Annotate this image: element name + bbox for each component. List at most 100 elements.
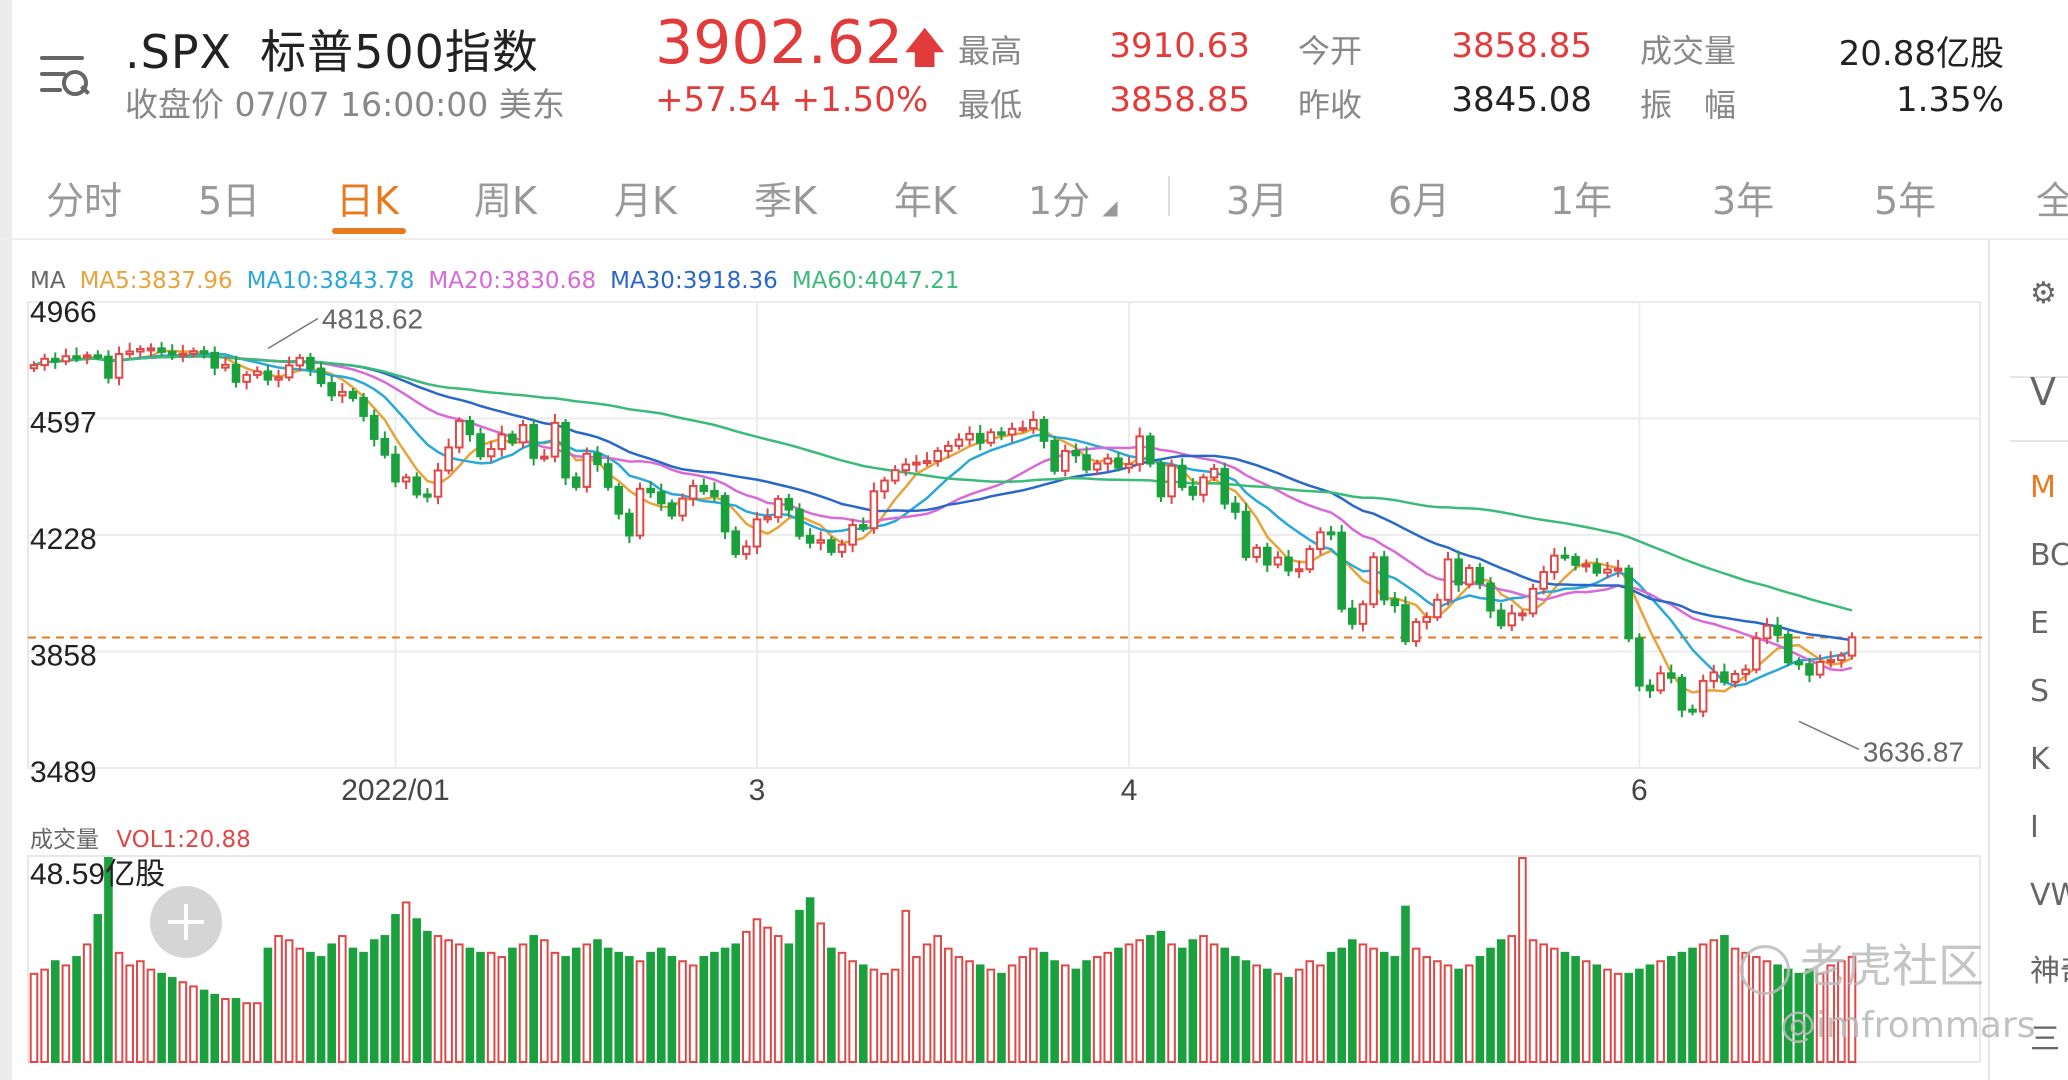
- candle-body: [306, 356, 315, 370]
- panel-item-v[interactable]: V: [2030, 370, 2056, 414]
- candle-body: [561, 421, 570, 479]
- tab-quarterly-k[interactable]: 季K: [754, 179, 817, 223]
- panel-item-boll[interactable]: BC: [2030, 538, 2068, 573]
- x-tick-label: 2022/01: [341, 774, 449, 807]
- tab-monthly-k[interactable]: 月K: [614, 179, 677, 223]
- candle-body: [29, 364, 39, 370]
- settings-icon[interactable]: ⚙: [2030, 276, 2057, 311]
- y-axis-labels: 4966 4597 4228 3858 3489: [30, 296, 97, 789]
- volume-bar: [1401, 905, 1410, 1064]
- volume-bar: [773, 935, 783, 1063]
- volume-bar: [1337, 947, 1346, 1064]
- panel-item-ene[interactable]: E: [2030, 606, 2049, 641]
- candle-body: [1518, 612, 1527, 617]
- volume-legend: 成交量 VOL1:20.88: [30, 820, 251, 854]
- volume-bar: [444, 939, 453, 1064]
- tab-intraday[interactable]: 分时: [46, 179, 123, 223]
- candle-body: [1082, 454, 1091, 471]
- volume-bar: [136, 960, 145, 1063]
- candle-body: [1231, 502, 1240, 513]
- add-indicator-button[interactable]: [150, 886, 222, 958]
- tab-all[interactable]: 全: [2036, 179, 2068, 223]
- volume-bar: [391, 914, 400, 1064]
- volume-bar: [1847, 956, 1857, 1064]
- volume-bar: [1666, 956, 1676, 1064]
- volume-bar: [1656, 960, 1665, 1063]
- volume-bar: [348, 947, 358, 1064]
- stat-open-value: 3858.85: [1451, 26, 1592, 66]
- tab-5day[interactable]: 5日: [198, 179, 261, 223]
- candle-body: [1560, 554, 1570, 559]
- candle-body: [136, 348, 145, 353]
- ma20-legend: MA20:3830.68: [428, 268, 597, 294]
- panel-item-vwap[interactable]: VW: [2030, 878, 2068, 913]
- dropdown-triangle-icon: ◢: [1102, 195, 1118, 219]
- volume-bar: [50, 960, 60, 1063]
- tab-daily-k[interactable]: 日K: [336, 179, 399, 223]
- candle-body: [1358, 603, 1368, 625]
- tab-yearly-k[interactable]: 年K: [894, 179, 957, 223]
- panel-item-three[interactable]: 三: [2030, 1022, 2060, 1057]
- volume-bar: [933, 935, 942, 1063]
- candle-body: [1443, 558, 1453, 601]
- ma-legend: MA MA5:3837.96 MA10:3843.78 MA20:3830.68 MA3…: [30, 268, 974, 294]
- candle-body: [646, 487, 655, 494]
- tab-3year[interactable]: 3年: [1712, 179, 1775, 223]
- volume-bar: [975, 964, 985, 1064]
- volume-bar: [1539, 943, 1548, 1063]
- candle-body: [773, 497, 783, 519]
- ma30-line: [33, 354, 1853, 642]
- panel-item-sar[interactable]: S: [2030, 674, 2050, 709]
- panel-item-k[interactable]: K: [2030, 742, 2050, 777]
- ticker-symbol: .SPX: [125, 25, 233, 79]
- candle-body: [763, 516, 772, 521]
- volume-bar: [1390, 956, 1400, 1064]
- panel-item-ma[interactable]: M: [2030, 470, 2056, 505]
- volume-bar: [1815, 972, 1825, 1064]
- candle-body: [295, 356, 305, 367]
- volume-bar: [189, 985, 198, 1063]
- candle-body: [678, 497, 687, 517]
- volume-bar: [1603, 968, 1612, 1063]
- volume-bar: [731, 943, 740, 1063]
- candle-body: [486, 448, 496, 458]
- volume-bar: [1199, 935, 1208, 1063]
- volume-legend-prefix: 成交量: [30, 827, 99, 853]
- candle-body: [731, 530, 740, 556]
- panel-item-i[interactable]: I: [2030, 810, 2039, 845]
- ma20-line: [33, 354, 1853, 672]
- volume-bar: [986, 968, 996, 1063]
- candle-body: [688, 484, 698, 500]
- volume-bar: [454, 943, 464, 1063]
- candle-body: [465, 419, 475, 436]
- watermark-brand-text: 老虎社区: [1800, 939, 1984, 993]
- candle-body: [1507, 612, 1517, 627]
- y-tick-label: 3489: [30, 756, 97, 789]
- ma60-line: [33, 354, 1853, 612]
- volume-bar: [508, 947, 517, 1064]
- panel-item-magic[interactable]: 神奇: [2030, 954, 2068, 989]
- ma60-legend: MA60:4047.21: [791, 268, 960, 294]
- volume-bar: [199, 989, 209, 1064]
- candle-body: [1624, 567, 1634, 640]
- tab-weekly-k[interactable]: 周K: [474, 179, 537, 223]
- candle-body: [912, 461, 921, 466]
- left-edge-strip: [0, 0, 12, 1080]
- tab-6month[interactable]: 6月: [1388, 179, 1451, 223]
- candlestick-chart[interactable]: 4966 4597 4228 3858 3489 2022/01 3 4 6 4818.62 3…: [0, 240, 1988, 1080]
- tab-1min[interactable]: 1分 ◢: [1028, 170, 1118, 225]
- volume-bar: [263, 947, 273, 1064]
- candle-body: [1188, 485, 1198, 496]
- tab-1year[interactable]: 1年: [1550, 179, 1613, 223]
- volume-bar: [476, 951, 485, 1063]
- volume-bar: [1571, 956, 1580, 1064]
- candle-body: [720, 495, 730, 533]
- ma10-legend: MA10:3843.78: [246, 268, 415, 294]
- volume-bar: [1294, 968, 1304, 1063]
- volume-bar: [1379, 951, 1389, 1063]
- tab-3month[interactable]: 3月: [1226, 179, 1289, 223]
- menu-search-icon[interactable]: [40, 50, 90, 100]
- tab-5year[interactable]: 5年: [1874, 179, 1937, 223]
- candle-body: [1252, 546, 1261, 558]
- candle-body: [199, 350, 209, 355]
